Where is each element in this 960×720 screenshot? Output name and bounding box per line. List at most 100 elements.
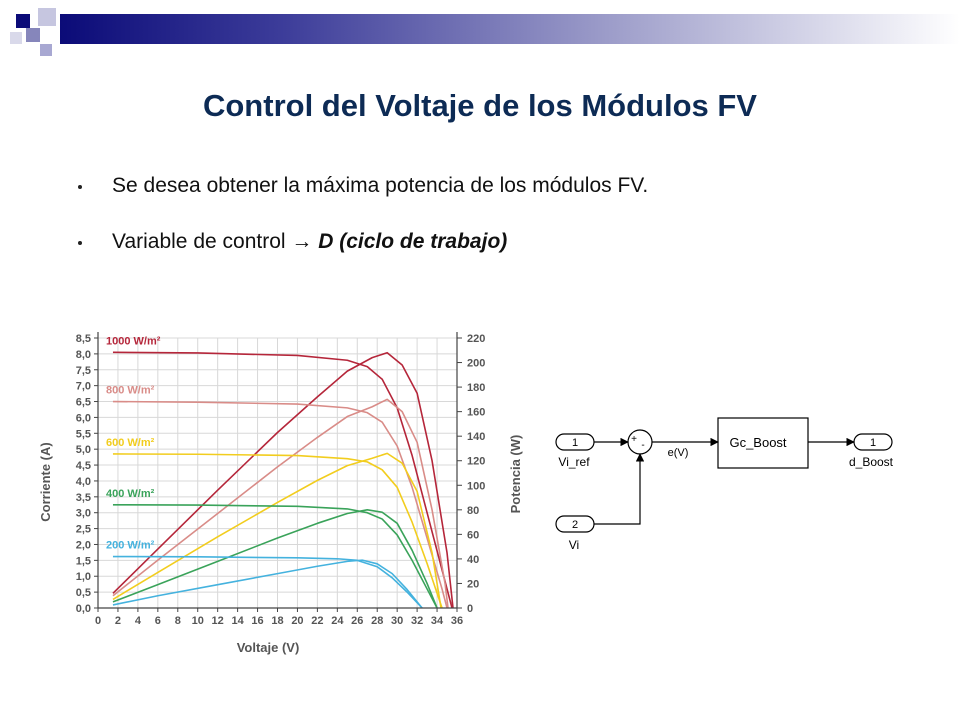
controller-label: Gc_Boost: [729, 435, 786, 450]
y-tick-label: 3,0: [76, 508, 91, 520]
sum-minus-sign: -: [641, 440, 644, 451]
x-tick-label: 6: [155, 615, 161, 627]
x-tick-label: 26: [351, 615, 363, 627]
current-curve-2: [112, 453, 443, 609]
y2-tick-label: 40: [467, 554, 479, 566]
x-tick-label: 10: [192, 615, 204, 627]
sum-plus-sign: +: [631, 434, 637, 445]
y-tick-label: 1,5: [76, 555, 91, 567]
slide-title: Control del Voltaje de los Módulos FV: [202, 88, 757, 123]
y-tick-label: 3,5: [76, 492, 91, 504]
y-tick-label: 1,0: [76, 571, 91, 583]
power-curve-0: [112, 351, 454, 609]
y2-tick-label: 60: [467, 529, 479, 541]
series-label-4: 200 W/m²: [106, 540, 155, 552]
chart-grid: [97, 337, 458, 609]
y-tick-label: 0,5: [76, 587, 91, 599]
x-tick-label: 8: [175, 615, 181, 627]
y-tick-label: 4,5: [76, 460, 91, 472]
current-curve-0: [112, 351, 453, 609]
y2-tick-label: 220: [467, 333, 485, 345]
bullet-dot: [78, 241, 82, 245]
x-tick-label: 32: [411, 615, 423, 627]
y-tick-label: 5,5: [76, 428, 91, 440]
arrow-right-icon: →: [291, 230, 313, 253]
x-tick-label: 18: [271, 615, 283, 627]
bullet-dot: [78, 185, 82, 189]
x-tick-label: 36: [451, 615, 463, 627]
x-tick-label: 22: [311, 615, 323, 627]
y2-tick-label: 140: [467, 431, 485, 443]
x-axis-label: Voltaje (V): [237, 640, 300, 655]
series-label-3: 400 W/m²: [106, 488, 155, 500]
y-tick-label: 2,0: [76, 539, 91, 551]
series-label-2: 600 W/m²: [106, 437, 155, 449]
y-axis-label: Corriente (A): [38, 442, 53, 521]
x-tick-label: 16: [251, 615, 263, 627]
power-curve-2: [112, 452, 442, 609]
y2-tick-label: 120: [467, 456, 485, 468]
y2-tick-label: 20: [467, 578, 479, 590]
y-tick-label: 8,0: [76, 349, 91, 361]
bullet-text-plain: Variable de control: [112, 230, 292, 253]
y-tick-label: 4,0: [76, 476, 91, 488]
y2-axis-label: Potencia (W): [508, 435, 523, 514]
bullet-item: Se desea obtener la máxima potencia de l…: [78, 174, 898, 230]
control-block-diagram: 1 Vi_ref 2 Vi + - Gc_Boost 1 d_Boost e(V…: [555, 417, 894, 552]
corner-square-light: [38, 8, 56, 26]
y-tick-label: 6,5: [76, 397, 91, 409]
y2-tick-label: 180: [467, 382, 485, 394]
input-port-1-number: 1: [572, 437, 578, 449]
controller-block: [717, 417, 809, 469]
y2-tick-label: 200: [467, 358, 485, 370]
power-curve-3: [112, 509, 438, 609]
x-tick-label: 34: [431, 615, 444, 627]
y-tick-label: 8,5: [76, 333, 91, 345]
error-signal-label: e(V): [668, 447, 689, 459]
current-curve-3: [112, 503, 438, 609]
x-tick-label: 20: [291, 615, 303, 627]
corner-square-pale: [10, 32, 22, 44]
y2-tick-label: 80: [467, 505, 479, 517]
header-gradient-bar: [60, 14, 960, 44]
x-tick-label: 0: [95, 615, 101, 627]
bullet-item: Variable de control → D (ciclo de trabaj…: [78, 230, 898, 286]
input-port-2-number: 2: [572, 519, 578, 531]
chart-series-labels: 1000 W/m² 800 W/m² 600 W/m² 400 W/m² 200 W/m…: [106, 335, 161, 551]
signal-vi-to-sum: [594, 453, 645, 525]
series-label-0: 1000 W/m²: [106, 335, 161, 347]
bullet-text: Variable de control → D (ciclo de trabaj…: [112, 230, 507, 254]
bullet-list: Se desea obtener la máxima potencia de l…: [78, 174, 898, 286]
x-tick-label: 12: [212, 615, 224, 627]
x-tick-label: 14: [231, 615, 244, 627]
output-port-number: 1: [870, 437, 876, 449]
power-curve-1: [112, 398, 449, 609]
y2-tick-label: 160: [467, 407, 485, 419]
bullet-emphasis: D (ciclo de trabajo): [318, 230, 508, 253]
x-tick-label: 2: [115, 615, 121, 627]
corner-square-navy: [16, 14, 30, 28]
power-curve-4: [112, 559, 423, 609]
x-tick-label: 4: [135, 615, 142, 627]
iv-pv-curves-chart: 0 2 4 6 8 10 12 14 16 18 20 22 24 26 28 30 32 34 360,00,51…: [38, 332, 523, 655]
chart-tick-labels: 0 2 4 6 8 10 12 14 16 18 20 22 24 26 28 30 32 34 360,00,51…: [76, 333, 486, 627]
input-port-2-label: Vi: [569, 538, 579, 552]
y-tick-label: 0,0: [76, 603, 91, 615]
series-label-1: 800 W/m²: [106, 385, 155, 397]
y-tick-label: 7,0: [76, 381, 91, 393]
x-tick-label: 24: [331, 615, 344, 627]
x-tick-label: 28: [371, 615, 383, 627]
y-tick-label: 6,0: [76, 412, 91, 424]
input-port-1-label: Vi_ref: [558, 455, 590, 469]
y2-tick-label: 100: [467, 480, 485, 492]
y-tick-label: 2,5: [76, 524, 91, 536]
y2-tick-label: 0: [467, 603, 473, 615]
x-tick-label: 30: [391, 615, 403, 627]
output-port-label: d_Boost: [849, 455, 894, 469]
bullet-text: Se desea obtener la máxima potencia de l…: [112, 174, 649, 197]
y-tick-label: 5,0: [76, 444, 91, 456]
y-tick-label: 7,5: [76, 365, 91, 377]
corner-square-mid: [26, 28, 40, 42]
corner-square-small: [40, 44, 52, 56]
chart-curves: [112, 351, 454, 609]
